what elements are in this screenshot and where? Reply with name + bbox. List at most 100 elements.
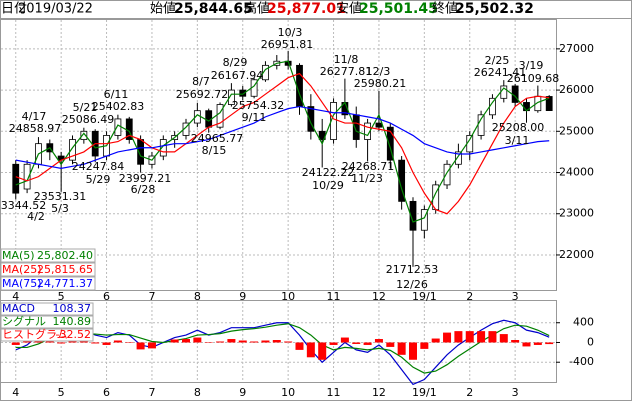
legend-value: -32.52 (56, 328, 91, 341)
annotation-value: 24965.77 (191, 132, 244, 145)
histogram-bar (352, 342, 361, 344)
histogram-bar (431, 338, 440, 343)
candle-body (386, 126, 394, 161)
histogram-bar (91, 342, 100, 344)
close: 25,502.32 (455, 1, 534, 17)
legend-box (0, 328, 94, 342)
annotation-date: 9/11 (242, 111, 267, 124)
x-tick-label: 9 (239, 290, 246, 303)
candle-body (159, 139, 167, 157)
histogram-bar (136, 342, 145, 350)
x-tick-label: 8 (194, 290, 201, 303)
candle-body (409, 200, 417, 231)
histogram-bar (454, 331, 463, 343)
annotation-value: 26109.68 (507, 72, 560, 85)
candle-body (239, 89, 247, 97)
legend-box (0, 262, 96, 277)
x-tick-label: 3 (512, 290, 519, 303)
annotation-value: 25086.49 (62, 113, 115, 126)
annotation-value: 21712.53 (386, 263, 439, 276)
y-tick-label: 400 (573, 316, 594, 329)
candle-body (262, 64, 269, 81)
x-tick-label: 5 (58, 290, 65, 303)
histogram-bar (170, 339, 179, 343)
candle-body (454, 151, 462, 165)
annotation-value: 26951.81 (261, 38, 314, 51)
histogram-bar (477, 331, 486, 343)
histogram-bar (329, 342, 338, 345)
histogram-bar (284, 341, 293, 343)
ma-line (15, 72, 550, 215)
legend-box (0, 248, 96, 263)
date-label: 日付 (1, 2, 27, 17)
open: 25,844.65 (174, 1, 253, 17)
x-tick-label: 5 (58, 386, 65, 399)
histogram-bar (533, 342, 542, 345)
histogram-bar (147, 342, 156, 349)
annotation-value: 25402.83 (92, 100, 145, 113)
legend-value: 140.89 (53, 315, 92, 328)
histogram-bar (182, 339, 190, 343)
annotation-value: 25208.00 (492, 121, 545, 134)
candle-body (216, 104, 224, 128)
x-tick-label: 7 (148, 290, 155, 303)
annotation-value: 24268.71 (342, 160, 395, 173)
histogram-bar (193, 337, 202, 343)
x-tick-label: 6 (103, 290, 110, 303)
histogram-bar (261, 340, 270, 343)
candle-body (307, 106, 315, 132)
legend-value: 108.37 (53, 302, 92, 315)
x-tick-label: 10 (281, 386, 295, 399)
x-tick-label: 9 (239, 386, 246, 399)
legend-value: 25,802.40 (37, 249, 93, 262)
histogram-bar (295, 342, 304, 350)
candle-body (466, 135, 474, 153)
histogram-bar (318, 342, 327, 360)
annotation-value: 25754.32 (232, 99, 285, 112)
histogram-bar (511, 340, 520, 343)
histogram-bar (227, 339, 236, 343)
annotation-date: 6/28 (131, 183, 156, 196)
annotation-date: 11/23 (351, 172, 383, 185)
annotation-date: 10/3 (278, 26, 303, 39)
ma-line (15, 105, 550, 170)
histogram-bar (68, 341, 77, 343)
histogram-bar (250, 341, 259, 343)
legend-name: MA(5) (2, 249, 35, 262)
candle-body (443, 163, 451, 186)
annotation-date: 10/29 (312, 179, 344, 192)
legend-name: ヒストグラム (2, 327, 68, 341)
price-panel (0, 19, 557, 291)
annotation-value: 24247.84 (72, 160, 125, 173)
annotation-value: 25980.21 (354, 77, 407, 90)
annotation-date: 2/25 (485, 54, 510, 67)
candle-body (227, 89, 235, 105)
annotation-date: 8/29 (223, 56, 248, 69)
x-tick-label: 11 (327, 290, 341, 303)
histogram-bar (306, 342, 315, 358)
candle-body (114, 118, 122, 136)
histogram-bar (386, 342, 395, 347)
candle-body (80, 130, 88, 140)
y-tick-label: 24000 (559, 166, 594, 179)
x-tick-label: 7 (148, 386, 155, 399)
legend-value: 24,771.37 (37, 277, 93, 290)
x-tick-label: 12 (372, 290, 386, 303)
histogram-bar (408, 342, 417, 360)
x-tick-label: 10 (281, 290, 295, 303)
x-tick-label: 4 (12, 386, 19, 399)
annotation-value: 23997.21 (119, 172, 172, 185)
annotation-date: 5/29 (86, 173, 111, 186)
legend-value: 25,815.65 (37, 263, 93, 276)
y-tick-label: 23000 (559, 207, 594, 220)
high-label: 高値 (244, 1, 270, 17)
annotation-date: 11/8 (334, 53, 359, 66)
legend-name: MA(25) (2, 263, 42, 276)
x-tick-label: 19/1 (412, 386, 437, 399)
histogram-bar (465, 331, 474, 343)
annotation-date: 12/3 (366, 65, 391, 78)
histogram-bar (522, 342, 531, 347)
legend-box (0, 302, 94, 316)
